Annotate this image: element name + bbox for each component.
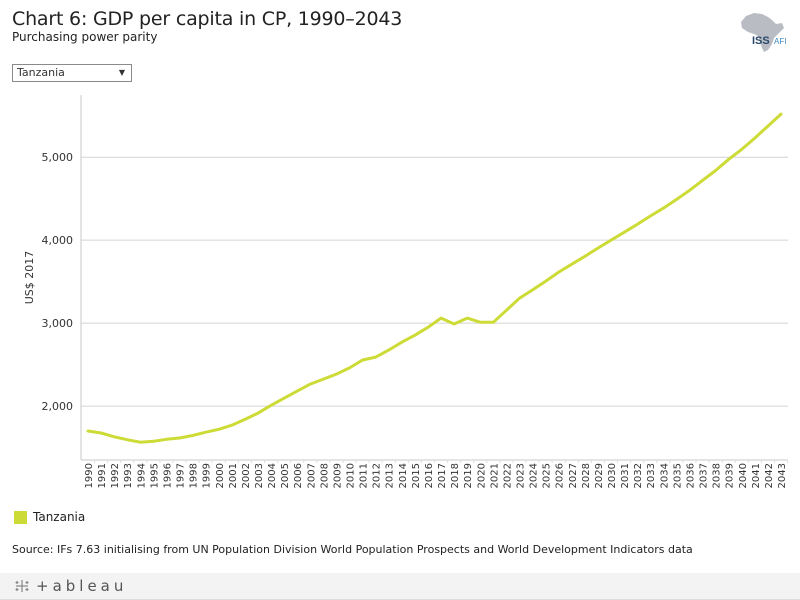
x-tick-label: 2020 (476, 463, 487, 488)
x-tick-label: 1993 (123, 463, 134, 488)
x-tick-label: 2021 (489, 463, 500, 488)
x-tick-label: 2008 (319, 463, 330, 488)
x-tick-label: 2011 (359, 463, 370, 488)
x-tick-label: 2040 (738, 463, 749, 488)
x-tick-label: 2003 (254, 463, 265, 488)
x-tick-label: 2019 (463, 463, 474, 488)
x-tick-label: 1991 (97, 463, 108, 488)
x-tick-label: 2039 (725, 463, 736, 488)
x-tick-label: 2036 (685, 463, 696, 488)
x-tick-label: 2027 (568, 463, 579, 488)
x-tick-label: 2032 (633, 463, 644, 488)
x-tick-label: 1996 (162, 463, 173, 488)
x-tick-label: 2010 (346, 463, 357, 488)
x-tick-label: 2001 (228, 463, 239, 488)
x-tick-label: 2017 (437, 463, 448, 488)
x-tick-label: 1999 (202, 463, 213, 488)
x-tick-label: 2034 (659, 463, 670, 488)
chevron-down-icon: ▼ (118, 68, 125, 77)
y-tick-label: 3,000 (42, 317, 74, 330)
y-tick-labels: 2,000 3,000 4,000 5,000 (42, 151, 74, 413)
chart-subtitle: Purchasing power parity (12, 30, 158, 44)
tableau-cross-icon (15, 580, 29, 592)
iss-afi-logo: ISS AFI (732, 8, 792, 56)
x-tick-label: 2033 (646, 463, 657, 488)
tableau-brand-text: +ableau (36, 577, 128, 595)
x-tick-label: 2014 (398, 463, 409, 488)
x-tick-label: 2030 (607, 463, 618, 488)
africa-map-icon: ISS AFI (741, 13, 786, 52)
tableau-logo[interactable]: +ableau (14, 577, 127, 595)
series-group (86, 112, 783, 444)
x-tick-label: 2004 (267, 463, 278, 488)
x-tick-label: 2022 (502, 463, 513, 488)
x-tick-label: 2028 (581, 463, 592, 488)
x-tick-label: 2031 (620, 463, 631, 488)
chart-title: Chart 6: GDP per capita in CP, 1990–2043 (12, 8, 403, 30)
y-axis-label: US$ 2017 (23, 251, 36, 305)
x-tick-label: 1997 (176, 463, 187, 488)
source-note: Source: IFs 7.63 initialising from UN Po… (12, 543, 693, 556)
gridlines (81, 156, 788, 407)
axes (80, 95, 789, 463)
x-tick-label: 2029 (594, 463, 605, 488)
x-tick-label: 1994 (136, 463, 147, 488)
x-tick-labels: 1990 1991 1992 1993 1994 1995 1996 1997 1998 1999… (84, 463, 788, 488)
x-tick-label: 2023 (515, 463, 526, 488)
x-tick-label: 2026 (555, 463, 566, 488)
legend-label-tanzania: Tanzania (33, 510, 86, 524)
y-tick-label: 2,000 (42, 400, 74, 413)
x-tick-label: 2035 (672, 463, 683, 488)
x-tick-label: 1992 (110, 463, 121, 488)
logo-iss-text: ISS (752, 35, 770, 47)
x-tick-label: 2042 (764, 463, 775, 488)
series-line-tanzania (86, 112, 783, 444)
x-tick-label: 2015 (411, 463, 422, 488)
x-tick-label: 2041 (751, 463, 762, 488)
x-tick-label: 2024 (529, 463, 540, 488)
x-tick-label: 1998 (189, 463, 200, 488)
x-tick-label: 2006 (293, 463, 304, 488)
x-tick-label: 1990 (84, 463, 95, 488)
x-tick-label: 2009 (332, 463, 343, 488)
country-filter-dropdown[interactable]: Tanzania ▼ (12, 64, 132, 82)
x-tick-label: 1995 (149, 463, 160, 488)
x-tick-label: 2037 (699, 463, 710, 488)
x-tick-label: 2007 (306, 463, 317, 488)
x-tick-label: 2013 (385, 463, 396, 488)
y-tick-label: 5,000 (42, 151, 74, 164)
x-tick-label: 2025 (542, 463, 553, 488)
logo-afi-text: AFI (774, 37, 786, 46)
tableau-footer: +ableau (0, 573, 800, 600)
x-tick-label: 2018 (450, 463, 461, 488)
x-tick-label: 2038 (712, 463, 723, 488)
x-tick-label: 2005 (280, 463, 291, 488)
y-tick-label: 4,000 (42, 234, 74, 247)
x-tick-label: 2043 (777, 463, 788, 488)
x-tick-label: 2000 (215, 463, 226, 488)
country-filter-value: Tanzania (17, 66, 65, 79)
legend: Tanzania (14, 510, 85, 524)
legend-swatch-tanzania (14, 510, 27, 524)
x-tick-label: 2002 (241, 463, 252, 488)
x-tick-label: 2016 (424, 463, 435, 488)
x-tick-label: 2012 (372, 463, 383, 488)
